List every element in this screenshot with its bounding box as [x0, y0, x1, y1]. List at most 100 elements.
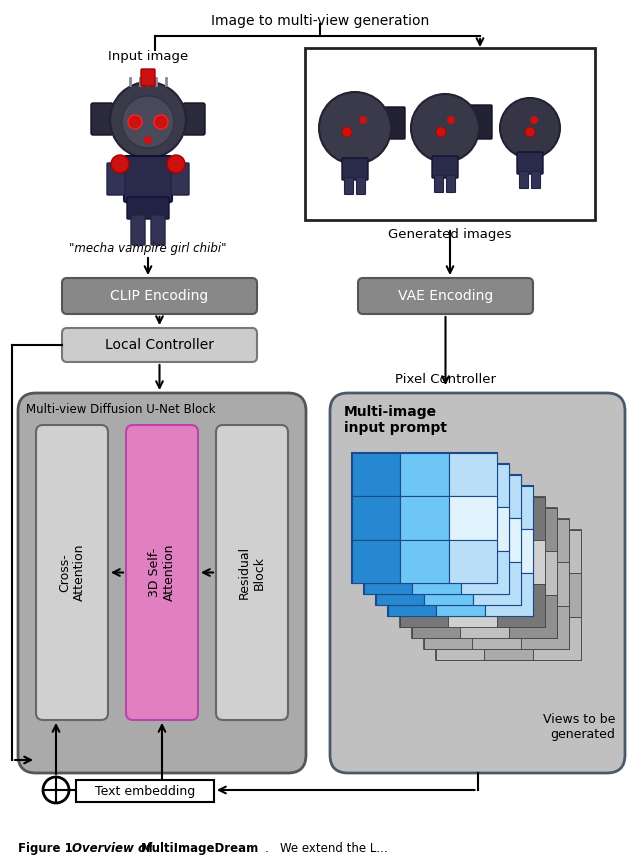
Bar	[484, 486, 533, 530]
Bar	[473, 475, 521, 518]
Bar	[388, 486, 533, 616]
Bar	[412, 594, 460, 638]
Bar	[376, 475, 521, 605]
Circle shape	[110, 82, 186, 158]
Bar	[449, 540, 497, 584]
Bar	[436, 486, 484, 530]
Bar	[412, 550, 461, 594]
Bar	[401, 540, 449, 583]
Circle shape	[167, 155, 185, 173]
Bar	[460, 508, 509, 551]
FancyBboxPatch shape	[36, 425, 108, 720]
Bar	[388, 486, 436, 530]
Text: Generated images: Generated images	[388, 228, 512, 241]
Circle shape	[447, 116, 455, 124]
Bar	[472, 606, 521, 649]
Text: Cross-
Attention: Cross- Attention	[58, 543, 86, 601]
Bar	[76, 780, 214, 802]
Text: Views to be
generated: Views to be generated	[543, 713, 615, 741]
Bar	[472, 562, 521, 606]
Bar	[400, 497, 449, 540]
Bar	[460, 594, 509, 638]
FancyBboxPatch shape	[126, 425, 198, 720]
FancyBboxPatch shape	[62, 278, 257, 314]
FancyBboxPatch shape	[127, 197, 169, 219]
Text: "mecha vampire girl chibi": "mecha vampire girl chibi"	[69, 242, 227, 255]
Bar	[424, 519, 569, 649]
Bar	[472, 519, 521, 562]
FancyBboxPatch shape	[131, 215, 145, 245]
Bar	[497, 584, 545, 627]
Bar	[509, 508, 557, 551]
FancyBboxPatch shape	[432, 156, 458, 178]
Text: Figure 1: Figure 1	[18, 842, 85, 855]
FancyBboxPatch shape	[344, 177, 353, 194]
Bar	[436, 530, 484, 573]
Circle shape	[342, 127, 352, 137]
Bar	[400, 497, 545, 627]
Text: Image to multi-view generation: Image to multi-view generation	[211, 14, 429, 28]
Circle shape	[144, 136, 152, 144]
Text: Multi-view Diffusion U-Net Block: Multi-view Diffusion U-Net Block	[26, 403, 216, 416]
Text: VAE Encoding: VAE Encoding	[398, 289, 493, 303]
Bar	[364, 550, 412, 594]
Circle shape	[319, 92, 391, 164]
FancyBboxPatch shape	[107, 163, 125, 195]
FancyBboxPatch shape	[124, 156, 172, 202]
Circle shape	[411, 94, 479, 162]
FancyBboxPatch shape	[216, 425, 288, 720]
Bar	[436, 574, 484, 617]
Bar	[401, 496, 449, 540]
Bar	[424, 475, 473, 518]
Circle shape	[359, 116, 367, 124]
Bar	[400, 540, 449, 584]
Bar	[449, 584, 497, 627]
FancyBboxPatch shape	[62, 328, 257, 362]
Bar	[412, 464, 461, 507]
FancyBboxPatch shape	[356, 177, 365, 194]
Bar	[412, 508, 557, 638]
Bar	[305, 48, 595, 220]
FancyBboxPatch shape	[517, 152, 543, 174]
Bar	[376, 518, 424, 562]
Circle shape	[128, 115, 142, 129]
FancyBboxPatch shape	[183, 103, 205, 135]
Bar	[509, 551, 557, 594]
Bar	[461, 550, 509, 594]
Bar	[424, 519, 472, 562]
Bar	[484, 530, 532, 574]
Circle shape	[111, 155, 129, 173]
Bar	[473, 518, 521, 562]
Bar	[364, 507, 412, 550]
FancyBboxPatch shape	[531, 171, 541, 188]
Bar	[424, 562, 472, 606]
FancyBboxPatch shape	[358, 278, 533, 314]
Bar	[532, 617, 581, 660]
Bar	[484, 573, 533, 616]
Bar	[412, 508, 460, 551]
Ellipse shape	[122, 96, 174, 148]
Text: Local Controller: Local Controller	[105, 338, 214, 352]
FancyBboxPatch shape	[385, 107, 405, 139]
Text: .   We extend the L...: . We extend the L...	[265, 842, 388, 855]
Bar	[449, 453, 497, 496]
FancyBboxPatch shape	[447, 175, 456, 193]
Bar	[376, 562, 424, 605]
FancyBboxPatch shape	[171, 163, 189, 195]
Text: MultiImageDream: MultiImageDream	[141, 842, 259, 855]
Bar	[460, 551, 509, 594]
Bar	[424, 562, 473, 605]
Circle shape	[530, 116, 538, 124]
Bar	[424, 518, 473, 562]
Text: Multi-image
input prompt: Multi-image input prompt	[344, 405, 447, 435]
Bar	[412, 507, 461, 550]
Bar	[424, 606, 472, 649]
Text: Overview of: Overview of	[72, 842, 156, 855]
Bar	[461, 507, 509, 550]
Bar	[436, 617, 484, 660]
FancyBboxPatch shape	[520, 171, 529, 188]
Bar	[484, 574, 532, 617]
Bar	[388, 530, 436, 573]
Circle shape	[436, 127, 446, 137]
Bar	[509, 594, 557, 638]
